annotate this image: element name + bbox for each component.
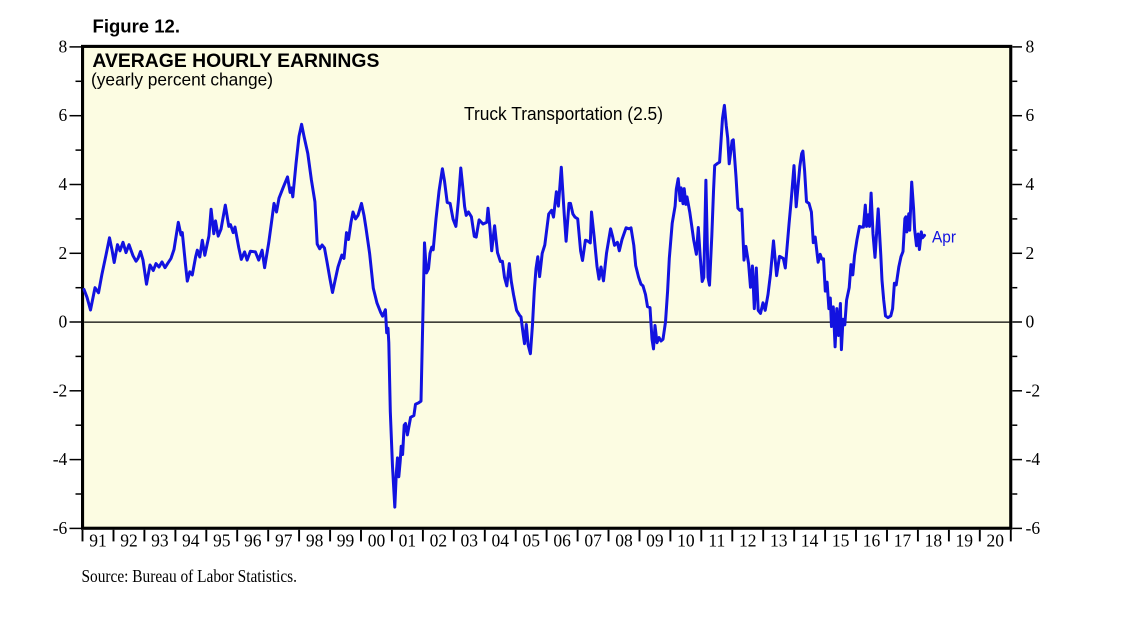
svg-text:6: 6 bbox=[1026, 105, 1035, 125]
svg-text:03: 03 bbox=[461, 530, 479, 550]
svg-text:09: 09 bbox=[646, 530, 664, 550]
svg-text:00: 00 bbox=[368, 530, 386, 550]
svg-text:11: 11 bbox=[708, 530, 725, 550]
svg-text:20: 20 bbox=[987, 530, 1005, 550]
svg-text:2: 2 bbox=[59, 243, 68, 263]
svg-text:17: 17 bbox=[894, 530, 912, 550]
svg-text:Figure 12.: Figure 12. bbox=[93, 16, 181, 37]
svg-text:(yearly percent change): (yearly percent change) bbox=[91, 70, 273, 90]
svg-text:-6: -6 bbox=[53, 518, 68, 538]
svg-text:05: 05 bbox=[522, 530, 540, 550]
svg-text:01: 01 bbox=[399, 530, 417, 550]
svg-text:18: 18 bbox=[925, 530, 943, 550]
svg-text:Apr: Apr bbox=[932, 228, 956, 247]
svg-text:08: 08 bbox=[615, 530, 633, 550]
svg-text:-2: -2 bbox=[1026, 380, 1041, 400]
svg-text:13: 13 bbox=[770, 530, 788, 550]
svg-text:94: 94 bbox=[182, 530, 200, 550]
svg-text:07: 07 bbox=[584, 530, 602, 550]
svg-text:4: 4 bbox=[1026, 174, 1035, 194]
svg-text:4: 4 bbox=[59, 174, 68, 194]
svg-text:-6: -6 bbox=[1026, 518, 1041, 538]
svg-text:Source: Bureau of Labor Statis: Source: Bureau of Labor Statistics. bbox=[82, 566, 298, 586]
svg-text:92: 92 bbox=[120, 530, 138, 550]
svg-text:12: 12 bbox=[739, 530, 757, 550]
svg-text:10: 10 bbox=[677, 530, 695, 550]
svg-text:99: 99 bbox=[337, 530, 355, 550]
svg-text:AVERAGE HOURLY EARNINGS: AVERAGE HOURLY EARNINGS bbox=[92, 50, 379, 72]
svg-text:-4: -4 bbox=[53, 449, 68, 469]
svg-text:2: 2 bbox=[1026, 243, 1035, 263]
svg-text:19: 19 bbox=[956, 530, 974, 550]
svg-text:98: 98 bbox=[306, 530, 324, 550]
svg-text:14: 14 bbox=[801, 530, 819, 550]
svg-text:96: 96 bbox=[244, 530, 262, 550]
svg-text:97: 97 bbox=[275, 530, 293, 550]
svg-text:16: 16 bbox=[863, 530, 881, 550]
svg-text:0: 0 bbox=[1026, 312, 1035, 332]
svg-text:15: 15 bbox=[832, 530, 850, 550]
svg-text:93: 93 bbox=[151, 530, 169, 550]
svg-text:8: 8 bbox=[1026, 36, 1035, 56]
svg-text:-4: -4 bbox=[1026, 449, 1041, 469]
svg-text:06: 06 bbox=[553, 530, 571, 550]
svg-text:02: 02 bbox=[430, 530, 448, 550]
svg-text:6: 6 bbox=[59, 105, 68, 125]
svg-text:95: 95 bbox=[213, 530, 231, 550]
svg-text:04: 04 bbox=[491, 530, 509, 550]
svg-text:0: 0 bbox=[59, 312, 68, 332]
svg-text:-2: -2 bbox=[53, 380, 68, 400]
svg-text:8: 8 bbox=[59, 36, 68, 56]
svg-text:91: 91 bbox=[89, 530, 107, 550]
svg-text:Truck Transportation (2.5): Truck Transportation (2.5) bbox=[464, 104, 663, 124]
